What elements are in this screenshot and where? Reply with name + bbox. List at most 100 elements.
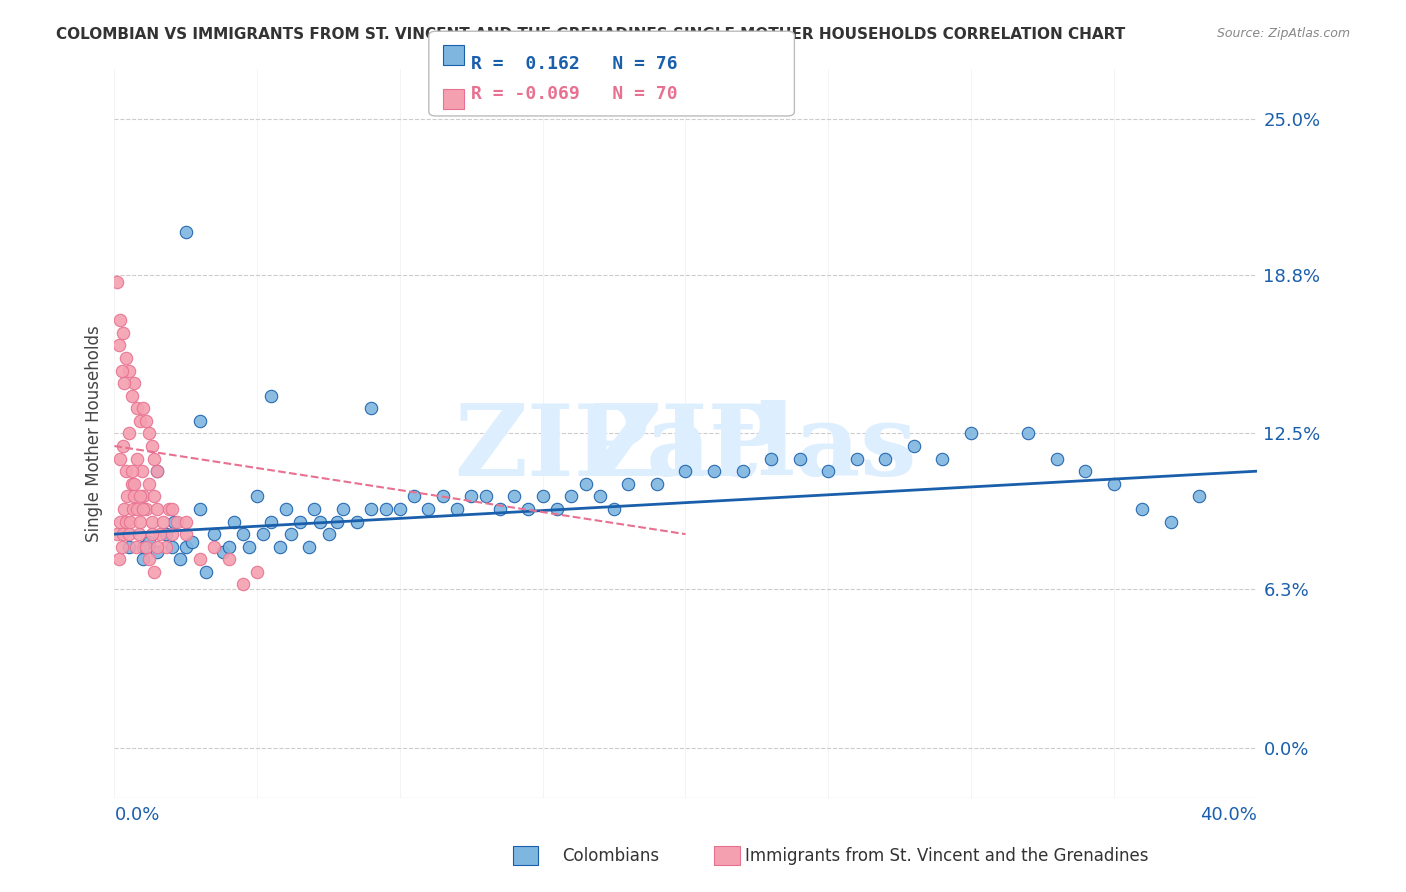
Point: [531, 489, 554, 503]
Point: [960, 426, 983, 441]
Text: ZIPatlas: ZIPatlas: [454, 400, 917, 497]
Point: [132, 540, 155, 554]
Point: [160, 527, 183, 541]
Point: [132, 489, 155, 503]
Point: [131, 464, 153, 478]
Text: Colombians: Colombians: [562, 847, 659, 865]
Point: [202, 527, 225, 541]
Point: [1017, 426, 1039, 441]
Point: [388, 502, 411, 516]
Point: [124, 376, 146, 390]
Point: [503, 489, 526, 503]
Point: [166, 515, 188, 529]
Point: [110, 363, 132, 377]
Point: [129, 414, 152, 428]
Point: [1102, 476, 1125, 491]
Point: [645, 476, 668, 491]
Point: [155, 540, 177, 554]
Point: [309, 515, 332, 529]
Point: [489, 502, 512, 516]
Point: [122, 502, 145, 516]
Point: [318, 527, 340, 541]
Point: [105, 527, 128, 541]
Point: [132, 401, 155, 416]
Point: [212, 545, 235, 559]
Point: [132, 552, 155, 566]
Point: [129, 489, 152, 503]
Point: [111, 439, 134, 453]
Point: [141, 439, 163, 453]
Point: [432, 489, 454, 503]
Point: [288, 515, 311, 529]
Point: [112, 502, 135, 516]
Point: [127, 502, 149, 516]
Text: COLOMBIAN VS IMMIGRANTS FROM ST. VINCENT AND THE GRENADINES SINGLE MOTHER HOUSEH: COLOMBIAN VS IMMIGRANTS FROM ST. VINCENT…: [56, 27, 1125, 42]
Text: Source: ZipAtlas.com: Source: ZipAtlas.com: [1216, 27, 1350, 40]
Point: [111, 527, 134, 541]
Point: [149, 527, 172, 541]
Point: [174, 527, 197, 541]
Point: [238, 540, 260, 554]
Point: [703, 464, 725, 478]
Point: [269, 540, 291, 554]
Point: [141, 515, 163, 529]
Point: [188, 414, 211, 428]
Point: [174, 515, 197, 529]
Point: [202, 540, 225, 554]
Point: [1074, 464, 1097, 478]
Point: [460, 489, 482, 503]
Point: [603, 502, 626, 516]
Point: [157, 502, 180, 516]
Point: [789, 451, 811, 466]
Point: [108, 451, 131, 466]
Point: [194, 565, 217, 579]
Point: [121, 389, 143, 403]
Point: [1130, 502, 1153, 516]
Point: [114, 464, 136, 478]
Point: [111, 326, 134, 340]
Point: [132, 502, 155, 516]
Point: [404, 489, 426, 503]
Point: [118, 527, 141, 541]
Point: [146, 540, 169, 554]
Point: [138, 552, 160, 566]
Point: [1160, 515, 1182, 529]
Point: [446, 502, 468, 516]
Point: [129, 515, 152, 529]
Point: [146, 464, 169, 478]
Point: [120, 515, 142, 529]
Point: [124, 476, 146, 491]
Point: [114, 351, 136, 365]
Text: ZIP: ZIP: [588, 400, 783, 497]
Point: [143, 451, 166, 466]
Point: [155, 527, 177, 541]
Point: [146, 545, 169, 559]
Point: [297, 540, 319, 554]
Point: [232, 527, 254, 541]
Text: 40.0%: 40.0%: [1199, 806, 1257, 824]
Point: [218, 552, 240, 566]
Point: [180, 534, 202, 549]
Point: [360, 401, 382, 416]
Point: [141, 527, 163, 541]
Point: [817, 464, 839, 478]
Point: [1046, 451, 1069, 466]
Point: [1188, 489, 1211, 503]
Text: R = -0.069   N = 70: R = -0.069 N = 70: [471, 85, 678, 103]
Text: 0.0%: 0.0%: [114, 806, 160, 824]
Point: [163, 515, 186, 529]
Point: [110, 540, 132, 554]
Point: [280, 527, 302, 541]
Point: [135, 414, 157, 428]
Point: [169, 552, 191, 566]
Point: [160, 540, 183, 554]
Point: [360, 502, 382, 516]
Point: [125, 540, 148, 554]
Point: [617, 476, 640, 491]
Point: [135, 502, 157, 516]
Point: [246, 489, 269, 503]
Point: [218, 540, 240, 554]
Point: [121, 476, 143, 491]
Point: [274, 502, 297, 516]
Point: [675, 464, 697, 478]
